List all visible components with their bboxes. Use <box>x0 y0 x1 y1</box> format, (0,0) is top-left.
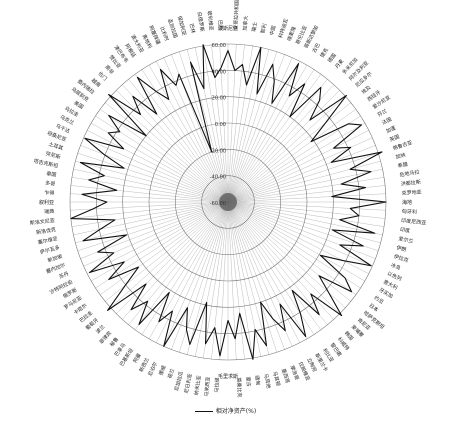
r-tick-label: 60.00 <box>212 43 226 49</box>
category-label: 捷克 <box>319 47 330 59</box>
category-label: 海地 <box>402 199 412 206</box>
category-label: 泰国 <box>46 170 57 178</box>
category-label: 苏丹 <box>58 270 70 280</box>
category-label: 马其顿 <box>271 371 282 387</box>
category-label: 蒙古 <box>244 376 252 387</box>
category-label: 斯洛文尼亚 <box>30 217 56 227</box>
category-label: 加纳 <box>395 151 406 160</box>
category-label: 德国 <box>326 52 338 64</box>
r-tick-label: -20.00 <box>210 148 226 154</box>
grid-ring <box>96 70 360 334</box>
category-label: 马拉维 <box>213 377 221 392</box>
category-label: 新加坡 <box>47 253 63 264</box>
category-label: 爱尔兰 <box>398 235 414 245</box>
category-label: 韩国 <box>343 330 355 342</box>
category-label: 缅甸 <box>253 375 261 386</box>
category-label: 莫桑比克 <box>235 377 243 397</box>
category-label: 波斯尼亚 <box>218 25 238 32</box>
category-label: 日本 <box>368 302 380 314</box>
category-label: 喀麦隆 <box>286 26 298 43</box>
legend: 相对净资产(%) <box>0 406 451 415</box>
category-label: 印度 <box>400 226 411 234</box>
category-label: 阿曼 <box>132 352 143 364</box>
category-label: 伊拉克 <box>393 253 409 264</box>
category-label: 瑞士 <box>250 21 258 32</box>
category-label: 荷兰 <box>166 368 176 380</box>
center-hub <box>219 193 237 211</box>
category-label: 冰岛 <box>390 261 402 271</box>
category-label: 尼加拉瓜 <box>173 371 185 392</box>
category-label: 马耳他 <box>262 373 272 389</box>
category-label: 乍得 <box>44 189 54 197</box>
category-label: 秘鲁 <box>108 336 120 348</box>
r-tick-label: 0.00 <box>215 122 226 128</box>
category-label: 丹麦 <box>334 58 346 70</box>
category-label: 南非 <box>103 64 115 76</box>
category-label: 保加利亚 <box>176 15 188 36</box>
r-tick-label: -40.00 <box>210 175 226 181</box>
category-label: 中国 <box>268 25 277 36</box>
grid-ring <box>148 122 308 282</box>
category-label: 塞尔维亚 <box>37 235 58 246</box>
series-line <box>70 44 387 360</box>
category-label: 巴林 <box>188 23 197 34</box>
category-label: 埃及 <box>360 84 372 96</box>
category-label: 伊朗 <box>396 244 407 253</box>
category-label: 尼日利亚 <box>183 373 194 394</box>
category-label: 加蓬 <box>385 124 397 134</box>
category-label: 古巴 <box>311 42 322 54</box>
category-label: 叙利亚 <box>39 199 54 206</box>
r-tick-label: -60.00 <box>210 201 226 207</box>
category-label: 约旦 <box>373 294 385 305</box>
category-label: 英国 <box>389 133 401 143</box>
category-label: 法国 <box>381 116 393 127</box>
category-label: 摩洛哥 <box>288 364 300 381</box>
category-label: 马来西亚 <box>203 376 212 397</box>
category-label: 安哥拉共和国 <box>232 0 241 30</box>
category-label: 挪威 <box>157 364 167 376</box>
category-label: 加拿大 <box>241 15 250 31</box>
category-label: 比利时 <box>158 26 170 43</box>
category-label: 突尼斯 <box>45 150 61 161</box>
category-label: 毛里求斯 <box>218 373 238 380</box>
category-label: 斯洛伐克 <box>36 226 57 236</box>
legend-series-label: 相对净资产(%) <box>215 408 257 415</box>
category-label: 墨西哥 <box>280 368 290 384</box>
category-label: 匈牙利 <box>402 208 417 216</box>
category-label: 多哥 <box>45 180 56 188</box>
category-label: 洪都拉斯 <box>401 179 422 188</box>
grid-ring <box>122 96 334 308</box>
grid-ring <box>175 149 281 255</box>
category-label: 智利 <box>259 23 268 34</box>
category-label: 印度尼西亚 <box>401 217 427 227</box>
category-label: 土耳其 <box>48 141 64 152</box>
category-label: 白俄罗斯 <box>196 11 206 32</box>
category-label: 希腊 <box>397 161 408 170</box>
category-label: 纳米比亚 <box>193 375 203 396</box>
category-label: 克罗地亚 <box>401 189 421 197</box>
category-label: 芬兰 <box>376 107 388 118</box>
grid-ring <box>201 175 255 229</box>
category-label: 巴西 <box>216 20 223 30</box>
category-label: 美国 <box>73 99 85 110</box>
category-label: 玻利维亚 <box>206 10 215 31</box>
r-tick-label: 20.00 <box>212 96 226 102</box>
category-label: 危地马拉 <box>399 169 420 179</box>
category-label: 瑞典 <box>44 208 54 216</box>
category-label: 越南 <box>90 77 102 89</box>
legend-line-swatch <box>194 411 213 412</box>
category-label: 萨尔瓦多 <box>39 244 60 256</box>
